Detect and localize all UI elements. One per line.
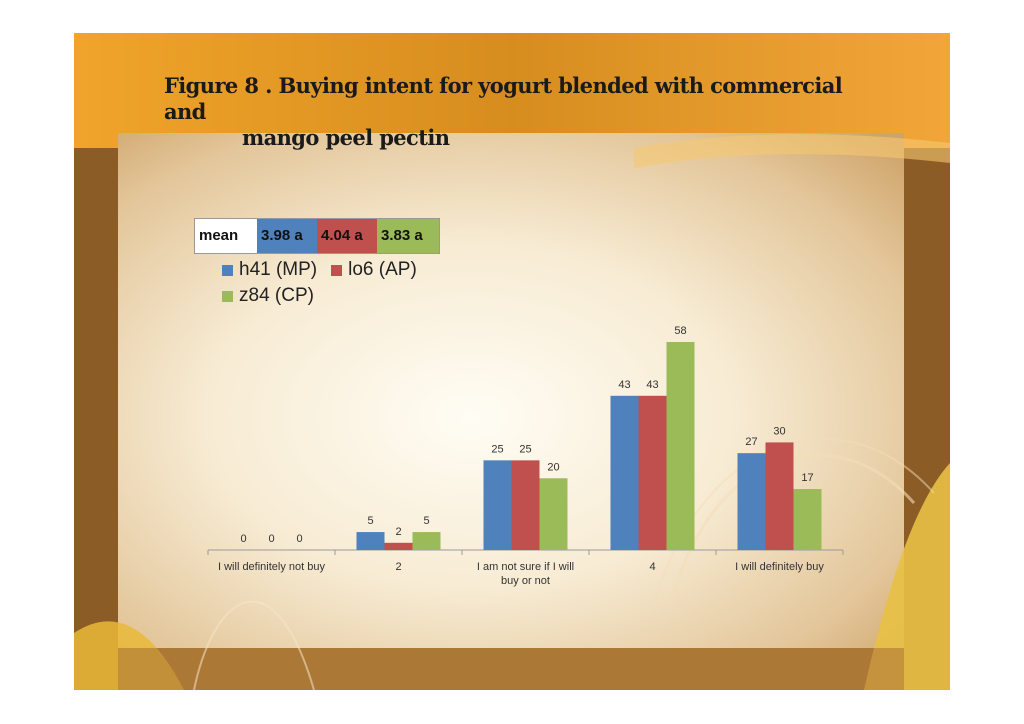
- figure-title-line2: mango peel pectin: [242, 125, 450, 150]
- legend-swatch: [222, 264, 233, 276]
- legend-swatch: [222, 290, 233, 302]
- bar: [412, 532, 441, 550]
- data-label: 58: [674, 325, 686, 337]
- x-tick-label: 4: [649, 561, 655, 573]
- figure-title: Figure 8 . Buying intent for yogurt blen…: [164, 73, 864, 151]
- data-label: 27: [745, 436, 757, 448]
- x-tick-label: 2: [395, 561, 401, 573]
- legend-item-cp: z84 (CP): [222, 283, 314, 309]
- legend-item-mp: h41 (MP): [222, 257, 317, 283]
- mean-value-ap: 4.04 a: [317, 219, 377, 253]
- legend-label: h41 (MP): [239, 259, 318, 280]
- data-label: 5: [367, 515, 373, 527]
- legend-item-ap: lo6 (AP): [331, 257, 417, 283]
- bar: [539, 478, 568, 550]
- data-label: 0: [240, 533, 246, 545]
- bar: [511, 460, 540, 550]
- bar: [356, 532, 385, 550]
- legend-label: z84 (CP): [239, 285, 314, 306]
- x-tick-label: I will definitely buy: [735, 561, 824, 573]
- data-label: 0: [296, 533, 302, 545]
- legend-label: lo6 (AP): [348, 259, 417, 280]
- data-label: 43: [646, 379, 658, 391]
- x-tick-label: I am not sure if I will: [477, 561, 574, 573]
- mean-table: mean 3.98 a 4.04 a 3.83 a: [194, 218, 440, 254]
- legend-swatch: [331, 264, 343, 276]
- mean-value-mp: 3.98 a: [257, 219, 317, 253]
- data-label: 5: [423, 515, 429, 527]
- x-tick-label: buy or not: [501, 575, 550, 587]
- bar: [638, 395, 667, 550]
- slide: Figure 8 . Buying intent for yogurt blen…: [74, 33, 950, 690]
- x-tick-label: I will definitely not buy: [218, 561, 325, 573]
- bar: [737, 453, 766, 550]
- bar: [765, 442, 794, 550]
- bar: [793, 489, 822, 550]
- legend-row: z84 (CP): [222, 283, 431, 309]
- data-label: 43: [618, 379, 630, 391]
- data-label: 17: [801, 472, 813, 484]
- data-label: 25: [491, 443, 503, 455]
- chart-legend: h41 (MP) lo6 (AP) z84 (CP): [222, 257, 431, 309]
- data-label: 0: [268, 533, 274, 545]
- bar: [483, 460, 512, 550]
- mean-label: mean: [195, 219, 257, 253]
- legend-row: h41 (MP) lo6 (AP): [222, 257, 431, 283]
- mean-value-cp: 3.83 a: [377, 219, 439, 253]
- data-label: 20: [547, 461, 559, 473]
- data-label: 25: [519, 443, 531, 455]
- figure-title-line1: Figure 8 . Buying intent for yogurt blen…: [164, 73, 843, 124]
- bar: [610, 395, 639, 550]
- bar: [384, 542, 413, 550]
- bar: [666, 342, 695, 550]
- data-label: 2: [395, 526, 401, 538]
- data-label: 30: [773, 425, 785, 437]
